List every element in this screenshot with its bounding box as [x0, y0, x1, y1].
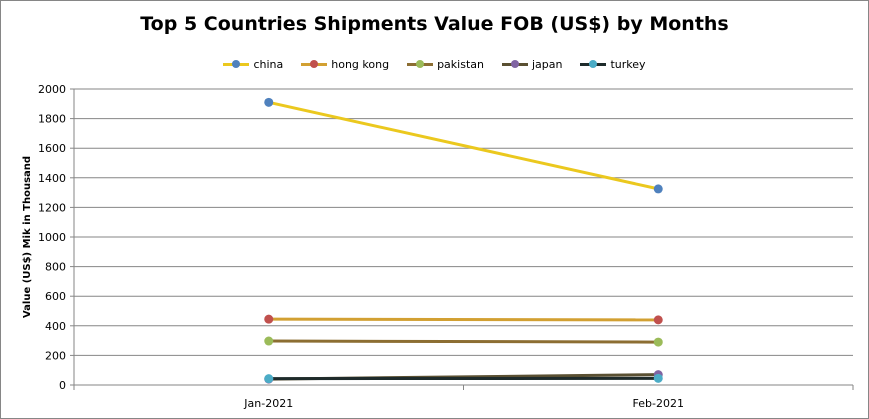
- y-tick-label: 200: [45, 349, 66, 362]
- legend-item-turkey: turkey: [580, 57, 646, 71]
- legend-swatch: [580, 59, 607, 69]
- data-point-pakistan: [653, 337, 663, 347]
- series-line-pakistan: [268, 339, 659, 344]
- legend-item-pakistan: pakistan: [407, 58, 484, 71]
- y-tick-label: 1600: [38, 142, 66, 155]
- y-tick-label: 0: [59, 379, 66, 392]
- y-tick-label: 1200: [38, 201, 66, 214]
- data-point-turkey: [264, 374, 274, 384]
- x-tick-label: Feb-2021: [633, 397, 684, 410]
- y-tick-label: 800: [45, 261, 66, 274]
- y-tick-label: 400: [45, 320, 66, 333]
- y-tick-label: 2000: [38, 83, 66, 96]
- y-tick-label: 600: [45, 290, 66, 303]
- x-tick-label: Jan-2021: [243, 397, 293, 410]
- data-point-china: [264, 97, 274, 107]
- data-point-china: [653, 184, 663, 194]
- data-point-pakistan: [264, 336, 274, 346]
- chart-title: Top 5 Countries Shipments Value FOB (US$…: [140, 13, 729, 35]
- chart-legend: china hong kong pakistan japan turkey: [1, 55, 868, 73]
- legend-swatch: [301, 59, 328, 69]
- series-line-china: [268, 100, 659, 191]
- data-point-hong-kong: [653, 315, 663, 325]
- y-tick-label: 1400: [38, 172, 66, 185]
- legend-swatch: [223, 59, 250, 69]
- legend-label: pakistan: [437, 57, 484, 71]
- y-axis-title: Value (US$) Mik in Thousand: [22, 156, 33, 318]
- legend-label: japan: [531, 57, 563, 71]
- y-tick-label: 1800: [38, 113, 66, 126]
- legend-label: china: [253, 57, 284, 71]
- series-line-hong-kong: [268, 317, 659, 322]
- legend-label: hong kong: [331, 57, 390, 71]
- legend-item-japan: japan: [501, 57, 563, 71]
- legend-item-china: china: [223, 58, 283, 71]
- data-point-turkey: [653, 373, 663, 383]
- legend-item-hong-kong: hong kong: [301, 58, 389, 71]
- legend-swatch: [407, 59, 434, 69]
- legend-swatch: [501, 59, 528, 69]
- data-point-hong-kong: [264, 314, 274, 324]
- legend-label: turkey: [610, 57, 646, 71]
- y-tick-label: 1000: [38, 231, 66, 244]
